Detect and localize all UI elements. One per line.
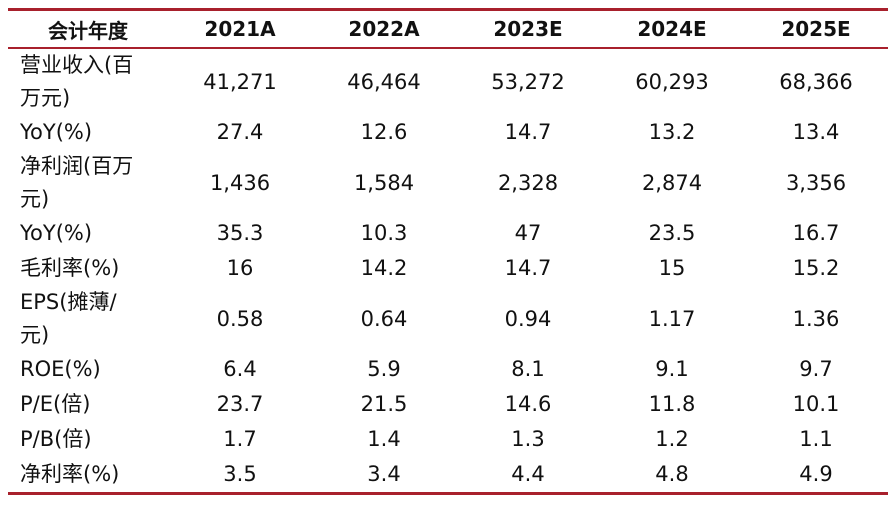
row-label: P/E(倍)	[20, 392, 91, 416]
table-row: 营业收入(百 万元) 41,271 46,464 53,272 60,293 68,366	[8, 48, 888, 115]
financial-table: 会计年度 2021A 2022A 2023E 2024E 2025E 营业收入(百 万元)…	[8, 8, 888, 495]
value-cell: 47	[514, 221, 542, 245]
value-cell: 1.1	[799, 427, 833, 451]
value-cell: 1.2	[655, 427, 689, 451]
table-row: YoY(%) 35.3 10.3 47 23.5 16.7	[8, 216, 888, 251]
value-cell: 21.5	[360, 392, 408, 416]
value-cell: 15.2	[792, 256, 840, 280]
value-cell: 14.2	[360, 256, 408, 280]
row-label: ROE(%)	[20, 357, 101, 381]
row-label: YoY(%)	[20, 221, 93, 245]
row-label: YoY(%)	[20, 120, 93, 144]
value-cell: 0.94	[504, 306, 552, 331]
table-row: YoY(%) 27.4 12.6 14.7 13.2 13.4	[8, 115, 888, 150]
table-body: 营业收入(百 万元) 41,271 46,464 53,272 60,293 68,366…	[8, 48, 888, 494]
value-cell: 3,356	[785, 170, 847, 195]
table-row: ROE(%) 6.4 5.9 8.1 9.1 9.7	[8, 352, 888, 387]
value-cell: 16	[226, 256, 254, 280]
value-cell: 1,436	[209, 170, 271, 195]
value-cell: 6.4	[223, 357, 257, 381]
table-row: EPS(摊薄/ 元) 0.58 0.64 0.94 1.17 1.36	[8, 286, 888, 352]
value-cell: 41,271	[203, 69, 277, 94]
table-row: P/B(倍) 1.7 1.4 1.3 1.2 1.1	[8, 422, 888, 457]
value-cell: 3.5	[223, 462, 257, 486]
value-cell: 1.36	[792, 306, 840, 331]
value-cell: 13.4	[792, 120, 840, 144]
value-cell: 23.7	[216, 392, 264, 416]
value-cell: 0.64	[360, 306, 408, 331]
header-cell: 2022A	[348, 17, 420, 41]
value-cell: 3.4	[367, 462, 401, 486]
table-row: 毛利率(%) 16 14.2 14.7 15 15.2	[8, 251, 888, 286]
value-cell: 46,464	[347, 69, 421, 94]
row-label: EPS(摊薄/ 元)	[20, 290, 117, 347]
header-label: 会计年度	[48, 18, 128, 43]
header-row: 会计年度 2021A 2022A 2023E 2024E 2025E	[8, 9, 888, 48]
header-cell: 2023E	[493, 17, 563, 41]
value-cell: 0.58	[216, 306, 264, 331]
value-cell: 9.1	[655, 357, 689, 381]
value-cell: 14.7	[504, 120, 552, 144]
value-cell: 10.1	[792, 392, 840, 416]
value-cell: 8.1	[511, 357, 545, 381]
value-cell: 2,328	[497, 170, 559, 195]
value-cell: 5.9	[367, 357, 401, 381]
table-container: 会计年度 2021A 2022A 2023E 2024E 2025E 营业收入(百 万元)…	[8, 8, 888, 495]
value-cell: 4.8	[655, 462, 689, 486]
header-cell: 2025E	[781, 17, 851, 41]
value-cell: 1.17	[648, 306, 696, 331]
row-label: 净利率(%)	[20, 462, 120, 486]
value-cell: 27.4	[216, 120, 264, 144]
value-cell: 16.7	[792, 221, 840, 245]
value-cell: 1.4	[367, 427, 401, 451]
value-cell: 2,874	[641, 170, 703, 195]
value-cell: 60,293	[635, 69, 709, 94]
value-cell: 4.9	[799, 462, 833, 486]
value-cell: 35.3	[216, 221, 264, 245]
header-cell: 2021A	[204, 17, 276, 41]
value-cell: 1,584	[353, 170, 415, 195]
table-row: 净利润(百万 元) 1,436 1,584 2,328 2,874 3,356	[8, 150, 888, 216]
row-label: 净利润(百万 元)	[20, 154, 134, 211]
value-cell: 13.2	[648, 120, 696, 144]
table-row: P/E(倍) 23.7 21.5 14.6 11.8 10.1	[8, 387, 888, 422]
value-cell: 14.6	[504, 392, 552, 416]
value-cell: 14.7	[504, 256, 552, 280]
value-cell: 53,272	[491, 69, 565, 94]
value-cell: 23.5	[648, 221, 696, 245]
value-cell: 10.3	[360, 221, 408, 245]
value-cell: 1.3	[511, 427, 545, 451]
value-cell: 15	[658, 256, 686, 280]
row-label: 营业收入(百 万元)	[20, 53, 134, 110]
value-cell: 4.4	[511, 462, 545, 486]
value-cell: 11.8	[648, 392, 696, 416]
header-cell: 2024E	[637, 17, 707, 41]
value-cell: 1.7	[223, 427, 257, 451]
value-cell: 12.6	[360, 120, 408, 144]
table-row: 净利率(%) 3.5 3.4 4.4 4.8 4.9	[8, 457, 888, 494]
row-label: P/B(倍)	[20, 427, 92, 451]
row-label: 毛利率(%)	[20, 256, 120, 280]
value-cell: 9.7	[799, 357, 833, 381]
value-cell: 68,366	[779, 69, 853, 94]
